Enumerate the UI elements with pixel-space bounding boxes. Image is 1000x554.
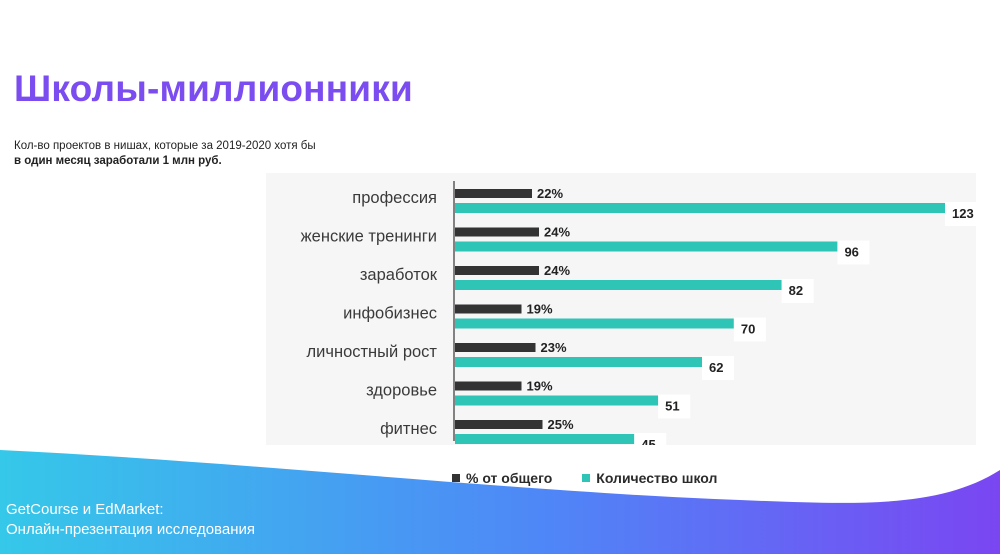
percent-bar-label: 25% [548, 417, 574, 432]
slide-subtitle: Кол-во проектов в нишах, которые за 2019… [14, 139, 414, 169]
count-bar [455, 357, 702, 367]
count-label-bg [837, 240, 870, 265]
legend-label-count: Количество школ [596, 470, 718, 486]
count-bar [455, 203, 945, 213]
percent-bar-label: 22% [537, 186, 563, 201]
count-bar-label: 82 [789, 283, 803, 298]
footer-line-1: GetCourse и EdMarket: [6, 501, 164, 518]
category-label: фитнес [380, 420, 437, 438]
subtitle-line-2: в один месяц заработали 1 млн руб. [14, 155, 222, 167]
subtitle-line-1: Кол-во проектов в нишах, которые за 2019… [14, 140, 316, 152]
legend-swatch-dark [452, 474, 460, 482]
count-bar [455, 241, 838, 252]
chart-legend: % от общего Количество школ [452, 470, 717, 486]
bar-chart: профессия 22% 123 женские тренинги 24% 96 зара… [266, 173, 976, 445]
count-bar-label: 45 [641, 437, 655, 445]
percent-bar [455, 227, 539, 237]
footer-line-2: Онлайн-презентация исследования [6, 521, 255, 538]
count-bar-label: 123 [952, 206, 974, 221]
category-label: здоровье [366, 382, 437, 400]
percent-bar [455, 420, 543, 429]
chart-canvas: профессия 22% 123 женские тренинги 24% 96 зара… [301, 181, 976, 445]
percent-bar [455, 343, 536, 352]
count-bar-label: 70 [741, 322, 755, 337]
category-label: профессия [352, 189, 437, 207]
category-label: личностный рост [307, 343, 438, 361]
percent-bar-label: 23% [541, 340, 567, 355]
count-label-bg [701, 356, 734, 380]
footer-caption: GetCourse и EdMarket: Онлайн-презентация… [6, 500, 255, 540]
count-label-bg [781, 279, 814, 303]
count-label-bg [945, 202, 976, 226]
percent-bar [455, 266, 539, 275]
percent-bar-label: 24% [544, 225, 570, 240]
legend-swatch-teal [582, 474, 591, 482]
legend-label-percent: % от общего [466, 470, 553, 486]
percent-bar-label: 24% [544, 263, 570, 278]
count-bar-label: 96 [844, 245, 858, 260]
count-label-bg [634, 433, 667, 445]
percent-bar [455, 189, 532, 198]
count-label-bg [733, 317, 766, 342]
count-bar [455, 318, 734, 329]
count-bar [455, 280, 782, 290]
count-bar-label: 62 [709, 360, 723, 375]
legend-item-count: Количество школ [582, 470, 717, 486]
count-bar [455, 434, 635, 444]
percent-bar-label: 19% [527, 302, 553, 317]
percent-bar [455, 304, 522, 314]
category-label: женские тренинги [301, 228, 437, 246]
category-label: заработок [360, 266, 438, 284]
slide-title: Школы-миллионники [14, 68, 413, 109]
percent-bar [455, 381, 522, 391]
legend-item-percent: % от общего [452, 470, 552, 486]
count-bar [455, 395, 659, 406]
percent-bar-label: 19% [527, 379, 553, 394]
count-bar-label: 51 [665, 399, 679, 414]
count-label-bg [658, 394, 691, 419]
category-label: инфобизнес [343, 305, 437, 323]
